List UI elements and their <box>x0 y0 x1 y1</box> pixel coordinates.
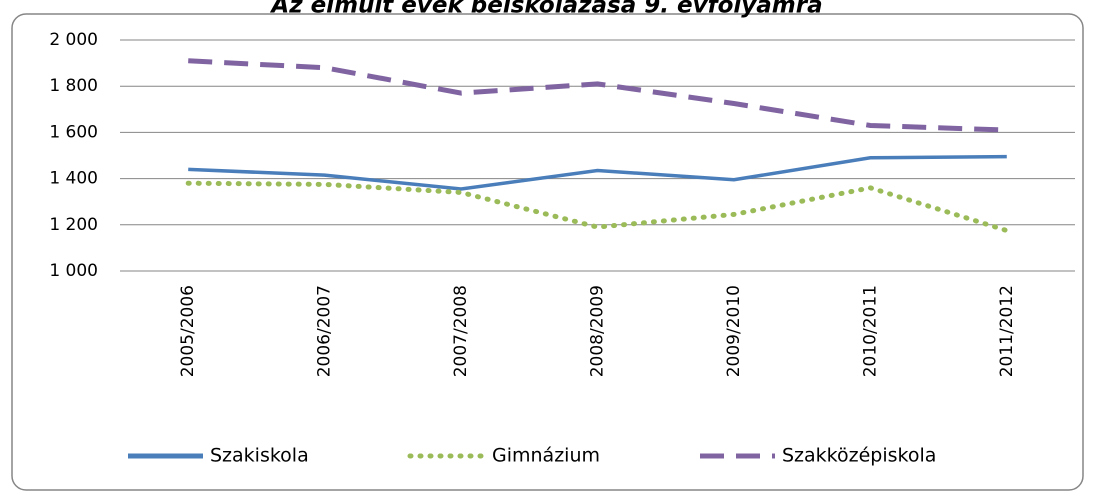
y-tick-label: 1 400 <box>49 169 98 189</box>
x-tick-label: 2006/2007 <box>315 285 335 377</box>
x-tick-label: 2009/2010 <box>724 285 744 377</box>
chart-frame <box>11 13 1084 491</box>
y-tick-label: 1 000 <box>49 261 98 281</box>
y-tick-label: 1 200 <box>49 215 98 235</box>
chart-title: Az elmúlt évek beiskolázása 9. évfolyamr… <box>269 0 822 19</box>
x-tick-label: 2010/2011 <box>860 285 880 377</box>
series-line <box>188 154 1007 191</box>
y-tick-label: 1 600 <box>49 122 98 142</box>
x-tick-label: 2005/2006 <box>178 285 198 377</box>
legend-label: Szakközépiskola <box>782 445 936 467</box>
legend-label: Gimnázium <box>492 445 600 467</box>
legend-label: Szakiskola <box>210 445 309 467</box>
x-tick-label: 2011/2012 <box>997 285 1017 377</box>
series-line <box>185 180 1010 234</box>
y-tick-label: 2 000 <box>49 30 98 50</box>
y-tick-label: 1 800 <box>49 76 98 96</box>
series-line <box>188 58 1007 133</box>
x-tick-label: 2007/2008 <box>451 285 471 377</box>
x-tick-label: 2008/2009 <box>588 285 608 377</box>
